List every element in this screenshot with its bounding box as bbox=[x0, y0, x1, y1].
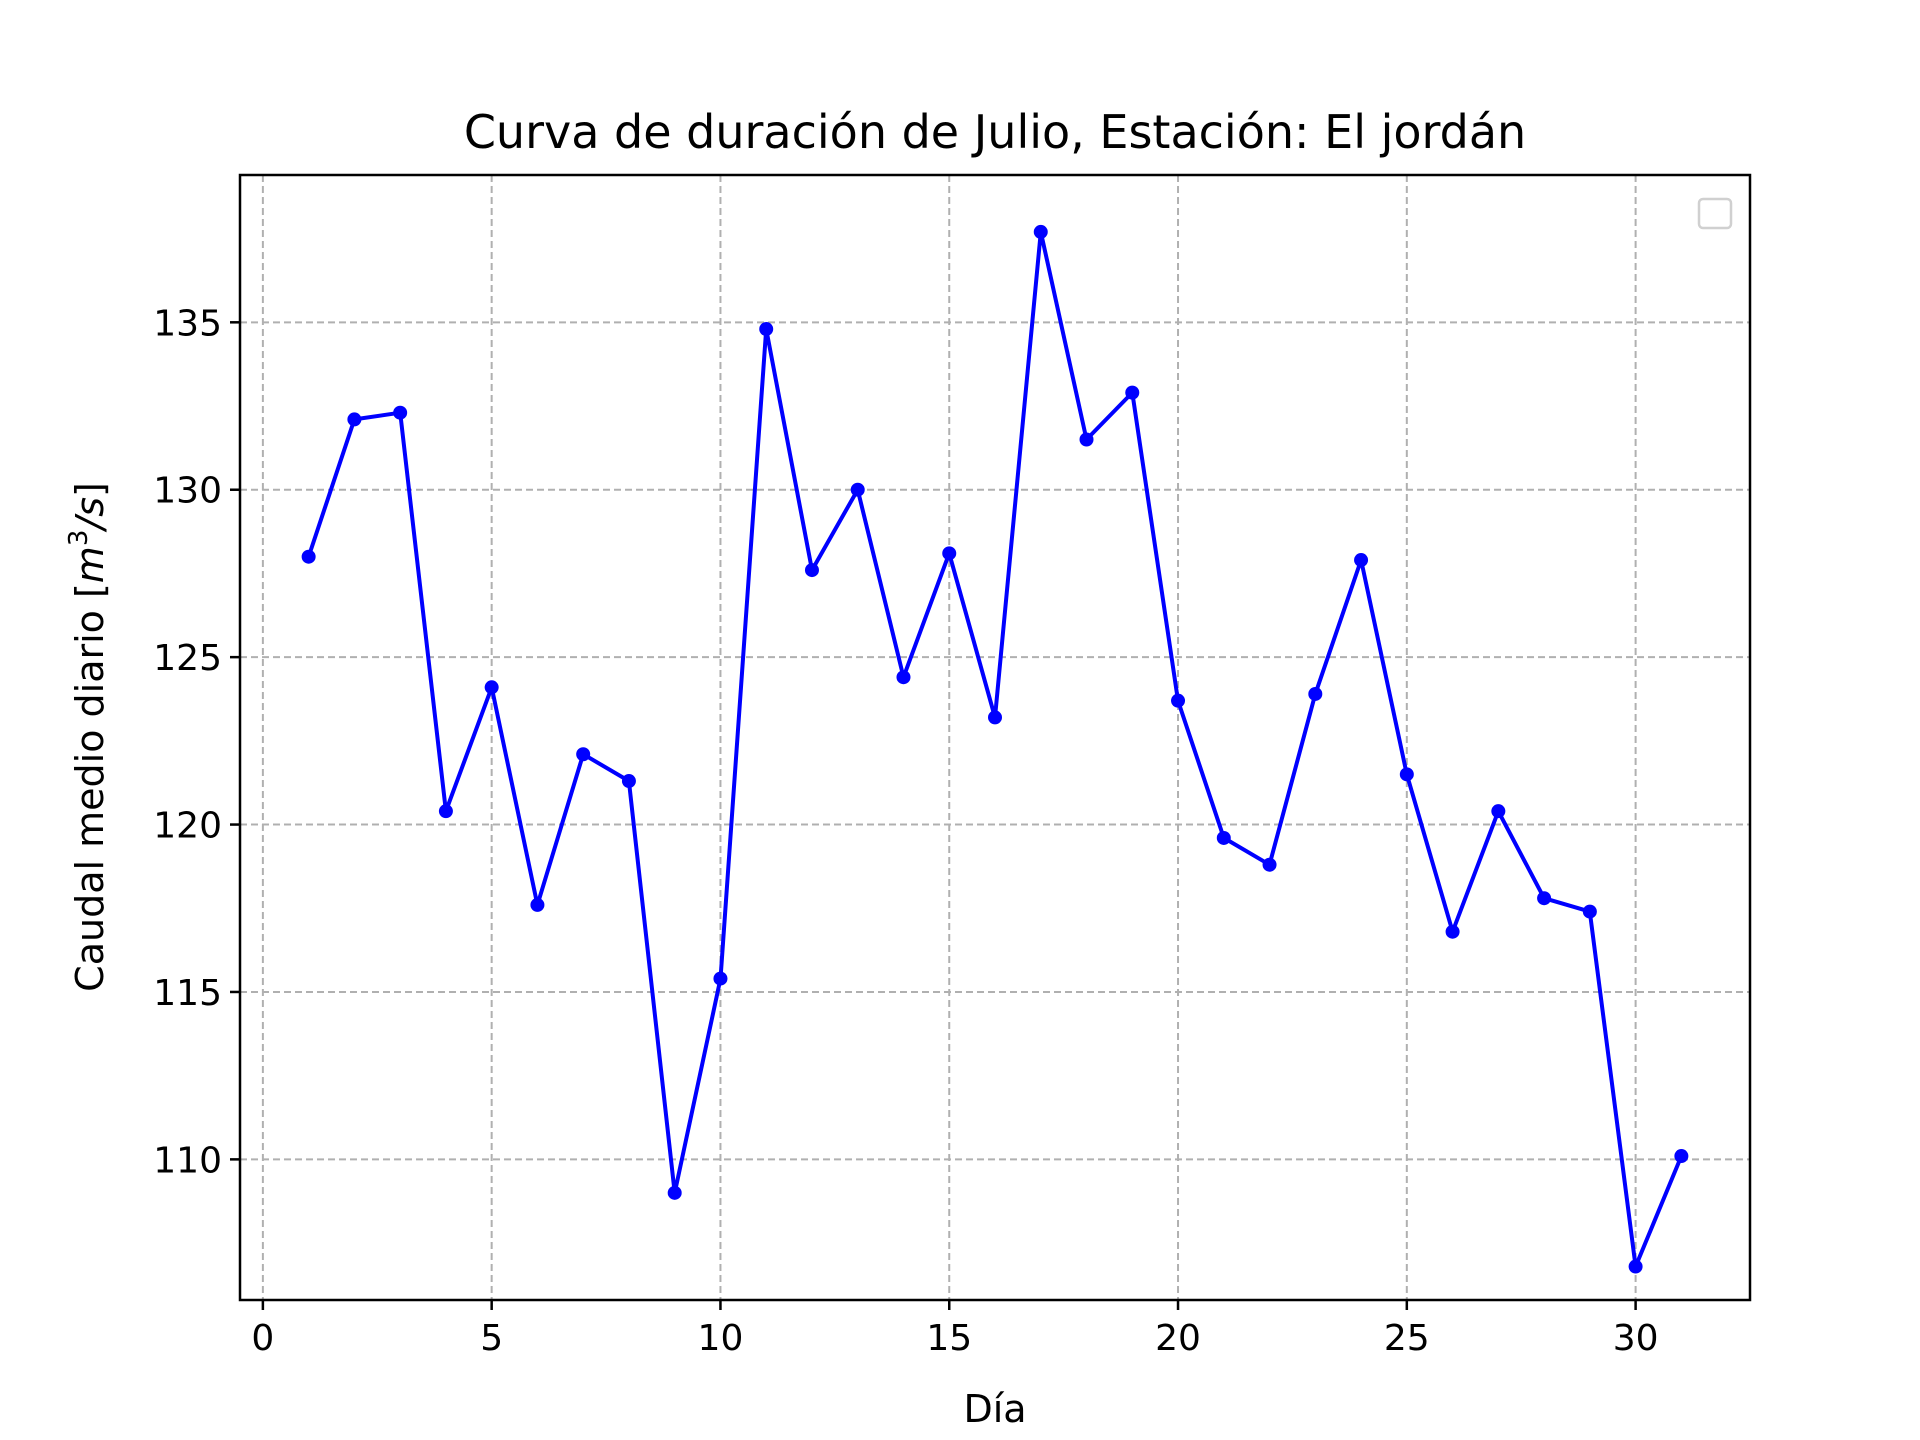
data-point bbox=[1308, 686, 1323, 701]
y-axis-label-unit-exp: 3 bbox=[64, 530, 94, 547]
data-point bbox=[1033, 224, 1048, 239]
legend-box bbox=[1697, 197, 1733, 230]
series-line-group bbox=[301, 224, 1689, 1274]
data-point bbox=[301, 549, 316, 564]
y-tick-label: 120 bbox=[153, 806, 222, 847]
grid-lines bbox=[240, 175, 1750, 1300]
data-point bbox=[530, 897, 545, 912]
axes: 0 5 10 15 20 25 30 110 115 120 125 130 135 bbox=[153, 303, 1658, 1359]
series-line bbox=[306, 229, 1684, 1269]
data-point bbox=[393, 405, 408, 420]
data-point bbox=[1445, 924, 1460, 939]
data-point bbox=[621, 774, 636, 789]
x-tick-label: 25 bbox=[1384, 1318, 1430, 1359]
x-tick-label: 5 bbox=[480, 1318, 503, 1359]
data-point bbox=[1262, 857, 1277, 872]
chart-title: Curva de duración de Julio, Estación: El… bbox=[464, 105, 1526, 159]
data-point bbox=[1537, 891, 1552, 906]
data-point bbox=[759, 322, 774, 337]
data-point bbox=[438, 804, 453, 819]
data-point bbox=[804, 563, 819, 578]
data-point bbox=[1171, 693, 1186, 708]
data-point bbox=[942, 546, 957, 561]
data-point bbox=[667, 1185, 682, 1200]
data-point bbox=[850, 482, 865, 497]
data-point bbox=[1491, 804, 1506, 819]
y-tick-label: 135 bbox=[153, 303, 222, 344]
data-point bbox=[1628, 1259, 1643, 1274]
x-tick-label: 30 bbox=[1613, 1318, 1659, 1359]
data-point bbox=[1125, 385, 1140, 400]
data-point bbox=[1216, 830, 1231, 845]
data-point bbox=[713, 971, 728, 986]
data-point bbox=[1582, 904, 1597, 919]
x-tick-label: 20 bbox=[1155, 1318, 1201, 1359]
x-tick-label: 10 bbox=[698, 1318, 744, 1359]
data-point bbox=[1399, 767, 1414, 782]
y-tick-label: 110 bbox=[153, 1140, 222, 1181]
data-point bbox=[988, 710, 1002, 725]
y-axis-label-unit-rest: /s bbox=[68, 497, 112, 533]
data-point bbox=[1354, 553, 1369, 568]
y-tick-label: 115 bbox=[153, 973, 222, 1014]
x-axis-label: Día bbox=[963, 1387, 1026, 1431]
y-tick-label: 125 bbox=[153, 638, 222, 679]
data-point bbox=[896, 670, 911, 685]
y-axis-label-close: ] bbox=[68, 482, 112, 497]
y-tick-label: 130 bbox=[153, 471, 222, 512]
data-point bbox=[484, 680, 499, 695]
x-tick-label: 15 bbox=[926, 1318, 972, 1359]
data-point bbox=[1079, 432, 1094, 447]
data-point bbox=[1674, 1149, 1689, 1164]
y-axis-label: Caudal medio diario [m3/s] bbox=[64, 482, 112, 992]
data-point bbox=[576, 747, 591, 762]
data-point bbox=[347, 412, 362, 427]
plot-frame bbox=[238, 173, 1752, 1302]
y-axis-label-base: Caudal medio diario [ bbox=[68, 583, 112, 992]
y-axis-label-unit-m: m bbox=[68, 546, 112, 583]
x-tick-label: 0 bbox=[251, 1318, 274, 1359]
